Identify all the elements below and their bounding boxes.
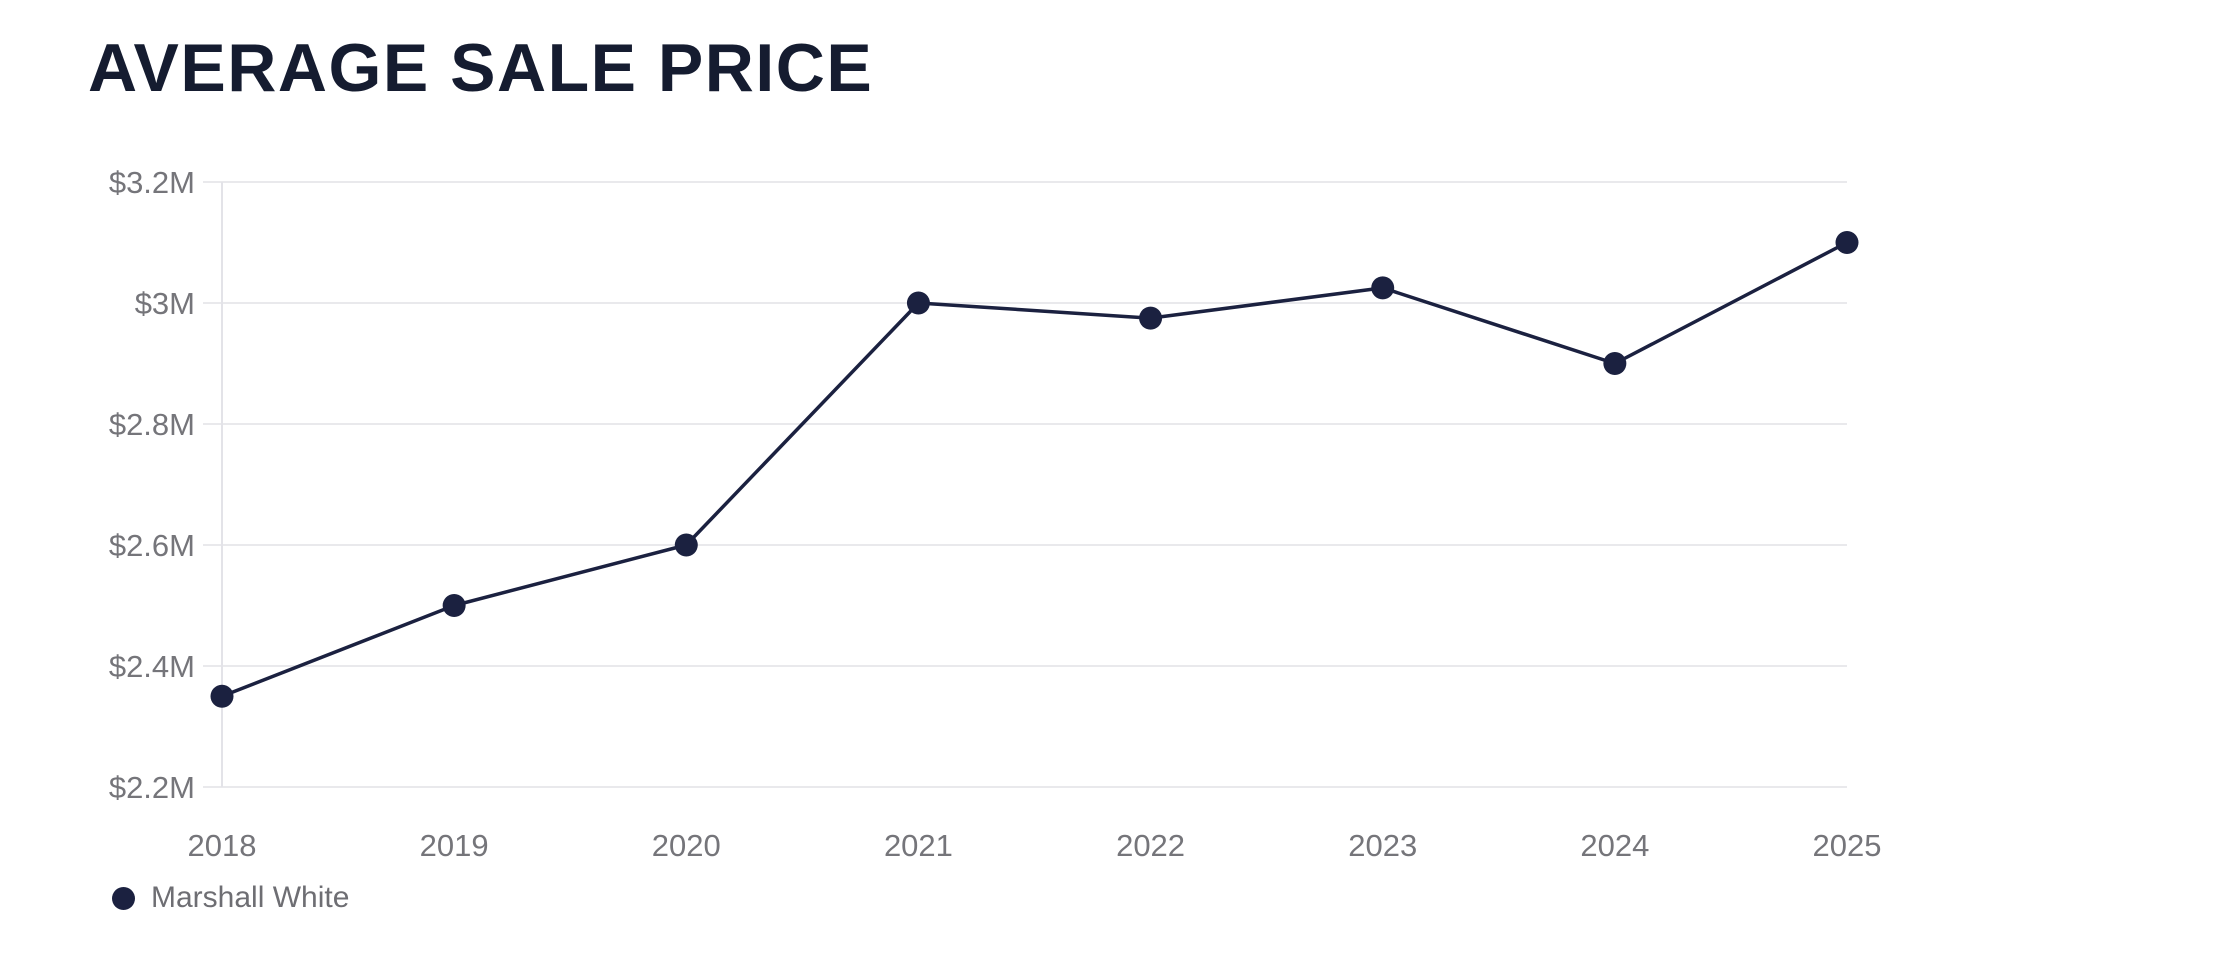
y-tick-label: $2.2M (109, 770, 195, 805)
x-tick-label: 2020 (652, 828, 721, 863)
x-tick-label: 2018 (188, 828, 257, 863)
y-tick-label: $3M (135, 286, 195, 321)
data-point (906, 291, 930, 315)
data-point (210, 684, 234, 708)
data-point (442, 594, 466, 617)
legend-marker-icon (112, 886, 135, 910)
x-tick-label: 2022 (1116, 828, 1185, 863)
chart-title: AVERAGE SALE PRICE (88, 30, 874, 106)
x-tick-label: 2025 (1813, 828, 1882, 863)
series-line (220, 240, 1849, 698)
x-tick-label: 2024 (1580, 828, 1649, 863)
y-tick-label: $2.6M (109, 528, 195, 563)
y-tick-label: $3.2M (109, 165, 195, 200)
legend: Marshall White (112, 881, 349, 915)
y-tick-label: $2.4M (109, 649, 195, 684)
data-point (1603, 352, 1627, 375)
y-tick-label: $2.8M (109, 407, 195, 442)
data-point (1371, 276, 1395, 300)
data-point (1139, 306, 1163, 330)
data-point (1835, 231, 1859, 254)
x-tick-label: 2023 (1348, 828, 1417, 863)
x-tick-label: 2021 (884, 828, 953, 863)
data-point (674, 533, 698, 557)
legend-label: Marshall White (151, 881, 350, 914)
x-tick-label: 2019 (420, 828, 489, 863)
